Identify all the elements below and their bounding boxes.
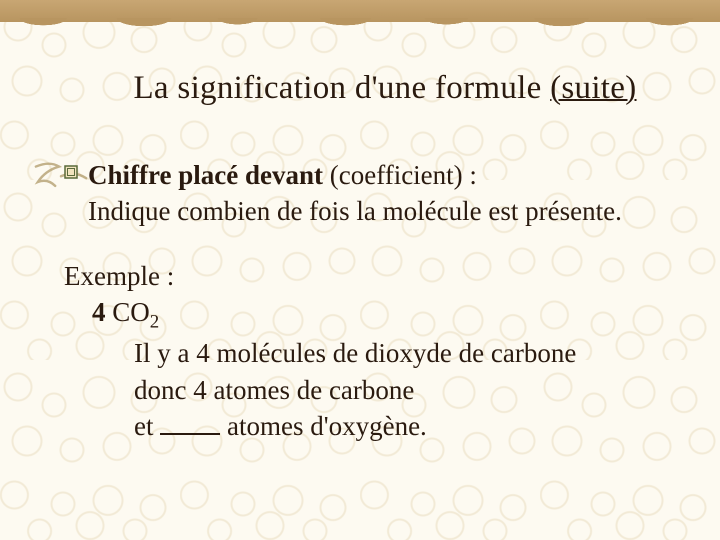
bullet-text: Chiffre placé devant (coefficient) : Ind…	[88, 157, 622, 230]
definition-term: Chiffre placé devant	[88, 160, 323, 190]
formula-subscript: 2	[150, 312, 159, 333]
formula-coefficient: 4	[92, 297, 106, 327]
bullet-item: Chiffre placé devant (coefficient) : Ind…	[64, 157, 680, 230]
line-c-pre: et	[134, 411, 160, 441]
bullet-square-icon	[64, 165, 78, 179]
example-formula: 4 CO2	[92, 294, 680, 335]
example-line-a: Il y a 4 molécules de dioxyde de carbone	[134, 335, 680, 371]
line-b-post: atomes de carbone	[207, 375, 415, 405]
title-prefix: La signification d'une formule	[133, 70, 550, 106]
line-b-number: 4	[193, 375, 207, 405]
example-line-c: et atomes d'oxygène.	[134, 408, 680, 444]
example-label: Exemple :	[64, 258, 680, 294]
blank-fill-icon	[160, 411, 220, 435]
definition-rest: (coefficient) :	[323, 160, 477, 190]
definition-line-2: Indique combien de fois la molécule est …	[88, 193, 622, 229]
line-a-post: molécules de dioxyde de carbone	[210, 338, 577, 368]
title-underlined: (suite)	[550, 70, 636, 106]
line-c-post: atomes d'oxygène.	[220, 411, 427, 441]
line-a-number: 4	[196, 338, 210, 368]
line-a-pre: Il y a	[134, 338, 196, 368]
example-block: Exemple : 4 CO2 Il y a 4 molécules de di…	[64, 258, 680, 445]
example-line-b: donc 4 atomes de carbone	[134, 372, 680, 408]
formula-molecule: CO	[106, 297, 150, 327]
line-b-pre: donc	[134, 375, 193, 405]
slide-content: La signification d'une formule (suite) C…	[0, 0, 720, 485]
slide-title: La signification d'une formule (suite)	[90, 70, 680, 107]
definition-line-1: Chiffre placé devant (coefficient) :	[88, 157, 622, 193]
